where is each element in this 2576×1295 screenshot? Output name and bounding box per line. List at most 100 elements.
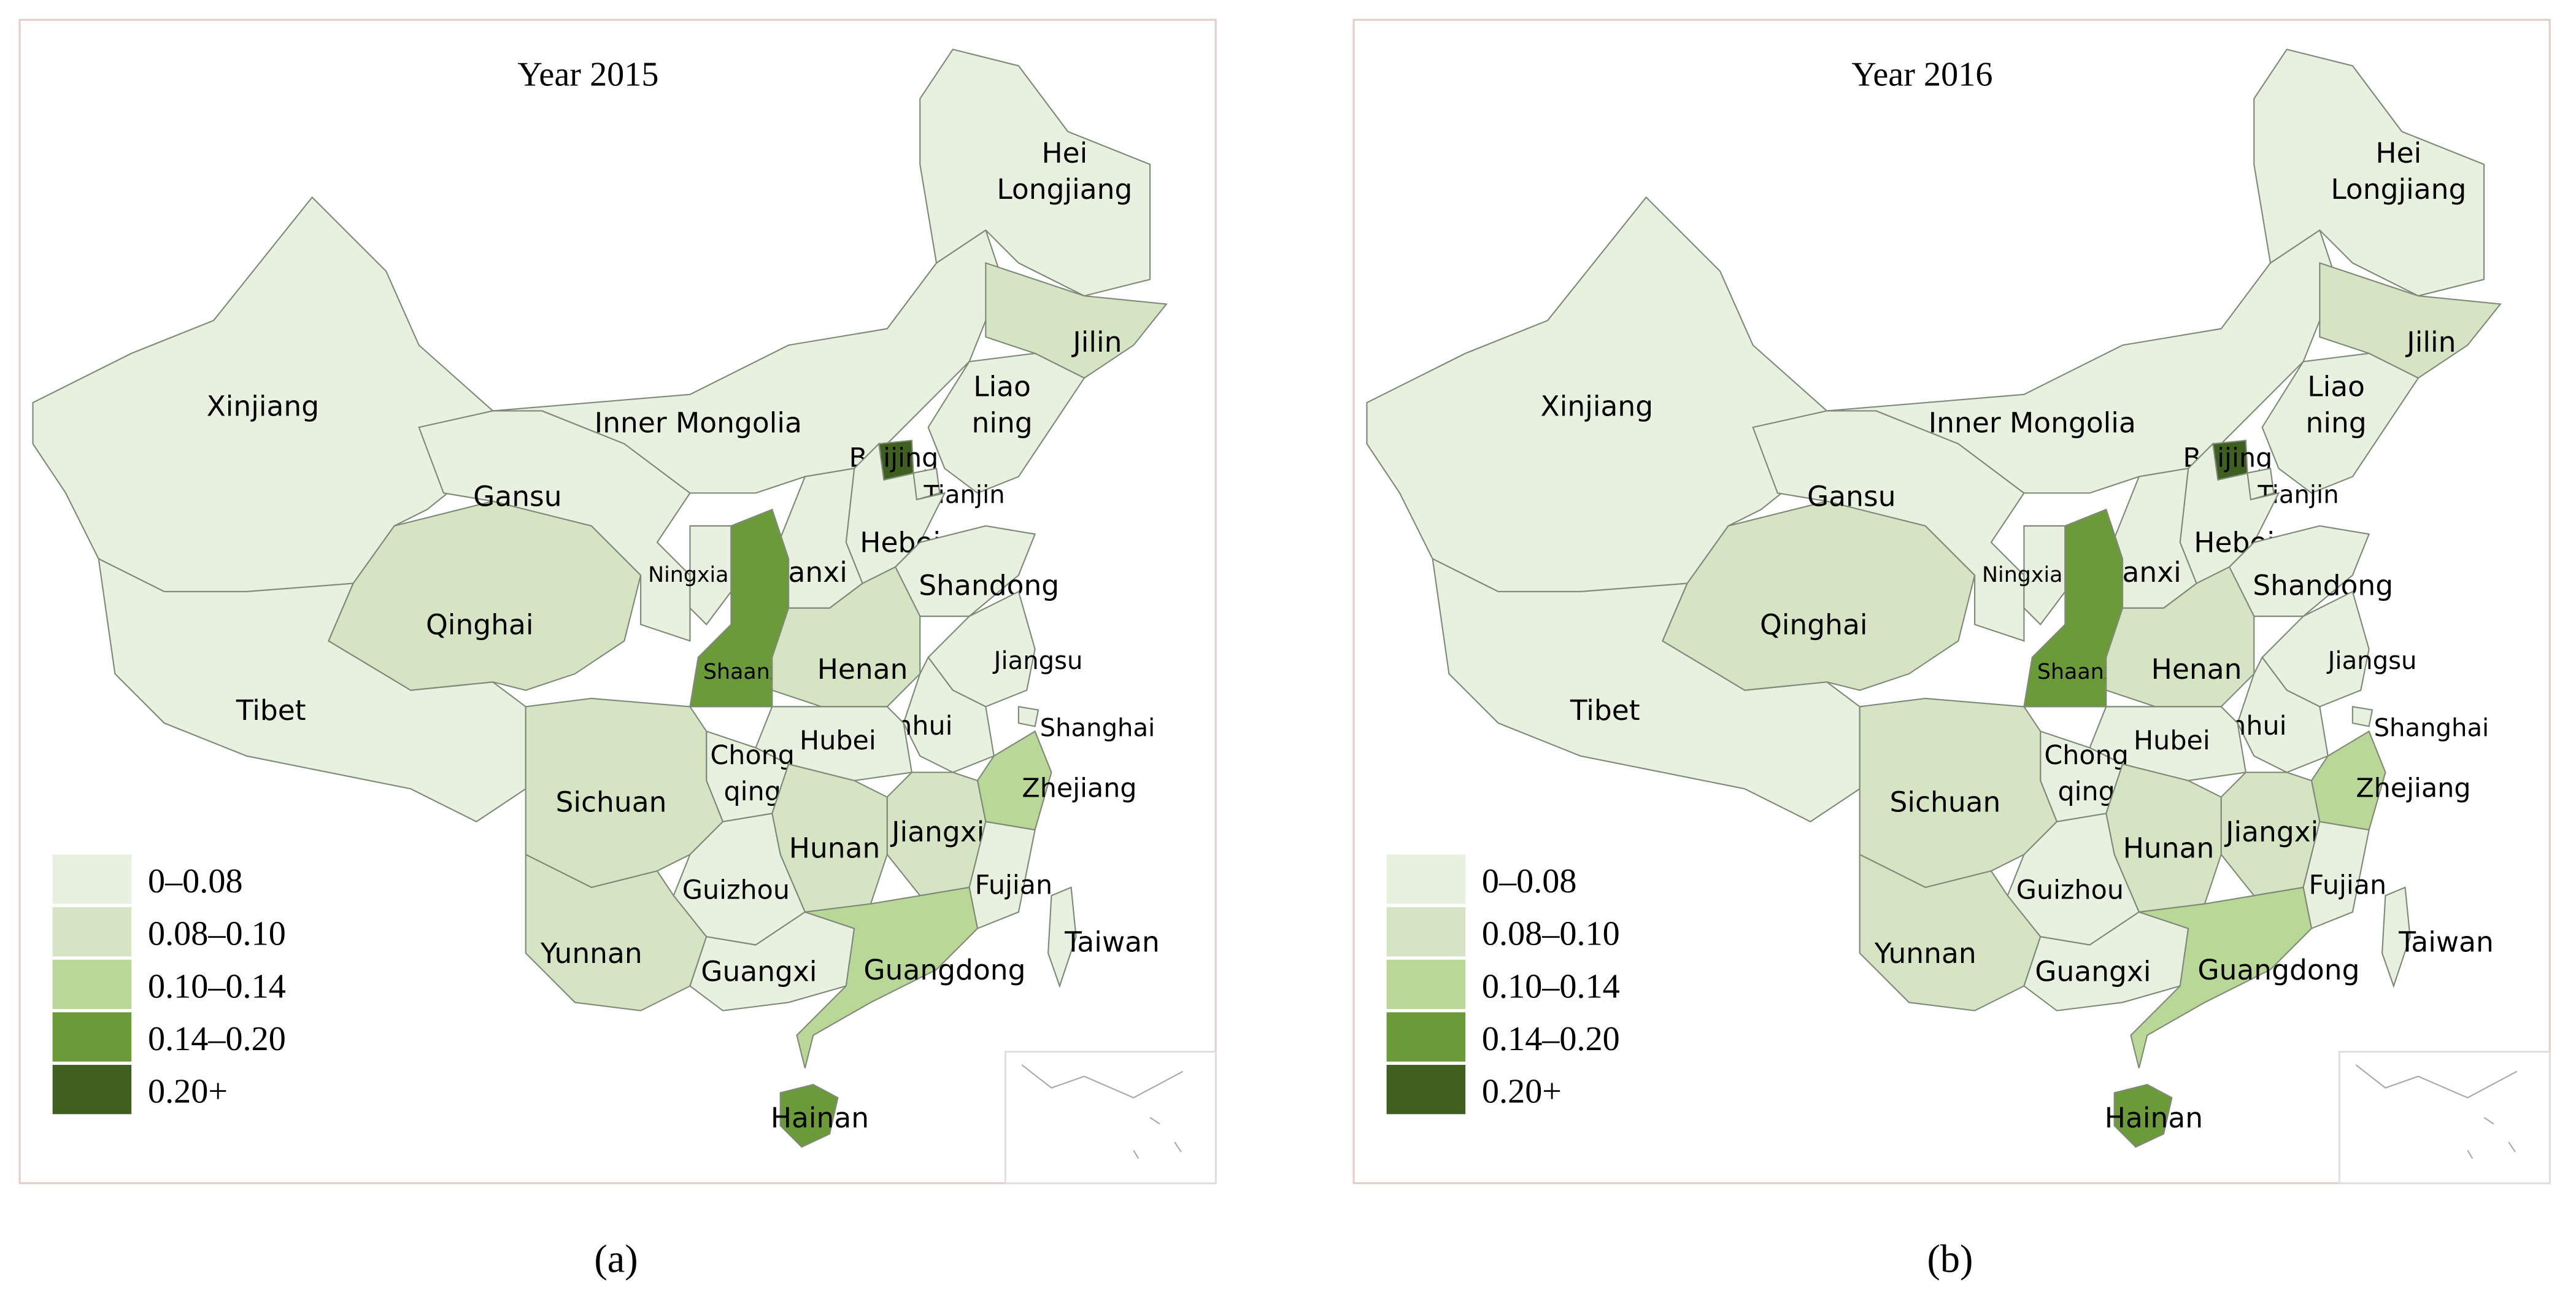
legend-swatch — [52, 1012, 132, 1062]
province-label: Henan — [817, 653, 908, 686]
province-label: Xinjiang — [207, 390, 320, 423]
province — [32, 196, 494, 593]
province — [2228, 525, 2370, 617]
province-label: qing — [2057, 776, 2115, 807]
province — [985, 262, 1168, 379]
province-label: ning — [2306, 406, 2367, 439]
province — [1047, 886, 1077, 988]
province-label: Ningxia — [648, 563, 728, 587]
province — [919, 48, 1151, 297]
legend-swatch — [1386, 854, 1466, 904]
province-label: Jiangxi — [890, 816, 984, 848]
province-label: Zhejiang — [1022, 773, 1136, 804]
legend-label: 0.08–0.10 — [1482, 915, 1620, 953]
inset-frame — [2339, 1051, 2551, 1185]
province-label: Shanghai — [1040, 714, 1155, 743]
province — [2113, 1084, 2173, 1148]
legend-label: 0–0.08 — [148, 862, 243, 900]
province-label: Hubei — [800, 725, 876, 756]
province-label: Shandong — [919, 569, 1059, 601]
province-label: Ningxia — [1982, 563, 2062, 587]
province-label: Gansu — [473, 481, 562, 513]
province-label: Jilin — [1071, 326, 1122, 358]
province-label: Taiwan — [2398, 926, 2494, 958]
province-label: Guizhou — [2016, 875, 2124, 906]
province — [2130, 886, 2313, 1069]
province-label: Fujian — [2309, 870, 2387, 901]
legend-label: 0.20+ — [148, 1073, 228, 1111]
legend-label: 0.14–0.20 — [1482, 1020, 1620, 1058]
province-label: Jiangsu — [992, 647, 1083, 675]
inset-sketch — [1021, 1064, 1184, 1159]
province — [2381, 886, 2411, 988]
province-label: Chong — [2044, 740, 2129, 771]
province-label: Chong — [710, 740, 795, 771]
panel-caption: (a) — [594, 1237, 638, 1280]
legend-label: 0.14–0.20 — [148, 1020, 286, 1058]
province-label: Inner Mongolia — [1929, 406, 2136, 439]
legend-swatch — [1386, 1065, 1466, 1115]
inset-frame — [1005, 1051, 1217, 1185]
province-label: Qinghai — [426, 609, 534, 641]
province-label: Guangxi — [701, 955, 817, 988]
province-label: Guangdong — [863, 954, 1025, 986]
legend-label: 0.10–0.14 — [1482, 967, 1620, 1005]
legend-swatch — [1386, 1012, 1466, 1062]
inset-sketch — [2355, 1064, 2518, 1159]
province-label: qing — [723, 776, 781, 807]
province — [2319, 262, 2502, 379]
province-label: Guangxi — [2035, 955, 2151, 988]
legend-swatch — [52, 1065, 132, 1115]
province-label: Longjiang — [997, 173, 1132, 206]
legend-swatch — [52, 907, 132, 957]
province — [1017, 706, 1039, 727]
province-label: Yunnan — [540, 937, 642, 970]
province-label: Hunan — [2123, 832, 2215, 865]
legend-label: 0–0.08 — [1482, 862, 1577, 900]
province-label: Jiangxi — [2224, 816, 2318, 848]
province — [2261, 352, 2420, 494]
province-label: Jiangsu — [2326, 647, 2417, 675]
province-label: Guangdong — [2197, 954, 2359, 986]
province — [2023, 525, 2066, 626]
province-label: Yunnan — [1874, 937, 1976, 970]
province-label: Fujian — [975, 870, 1053, 901]
province-label: Liao — [2307, 370, 2365, 403]
province — [894, 525, 1036, 617]
province — [1662, 500, 1976, 691]
legend-swatch — [1386, 907, 1466, 957]
province-label: Liao — [973, 370, 1031, 403]
legend-swatch — [52, 854, 132, 904]
province-label: Taiwan — [1064, 926, 1160, 958]
province-label: Hunan — [789, 832, 881, 865]
province-label: Jilin — [2405, 326, 2456, 358]
province-label: Shandong — [2253, 569, 2393, 601]
province-label: Hei — [2375, 137, 2421, 169]
province-label: Gansu — [1807, 481, 1896, 513]
province-label: Hainan — [2105, 1102, 2203, 1134]
province-label: Longjiang — [2331, 173, 2466, 206]
legend-swatch — [1386, 959, 1466, 1010]
province-label: Inner Mongolia — [595, 406, 802, 439]
province — [328, 500, 642, 691]
province — [493, 229, 1003, 494]
province — [2302, 821, 2370, 930]
province — [2351, 706, 2374, 727]
province-label: Henan — [2151, 653, 2242, 686]
province — [2253, 48, 2485, 297]
province-label: Xinjiang — [1541, 390, 1654, 423]
province-label: Shanghai — [2374, 714, 2489, 743]
province-label: Zhejiang — [2356, 773, 2470, 804]
province — [968, 821, 1036, 930]
province-label: Guizhou — [682, 875, 790, 906]
province — [1366, 196, 1828, 593]
province-label: Sichuan — [555, 786, 666, 819]
map-panel: Year 2015 Xinjiang Tibet Qinghai Gansu Inner … — [18, 18, 1217, 1280]
panel-caption: (b) — [1927, 1237, 1973, 1280]
legend-label: 0.10–0.14 — [148, 967, 286, 1005]
legend-label: 0.08–0.10 — [148, 915, 286, 953]
panel-title: Year 2015 — [517, 55, 658, 93]
province — [689, 525, 732, 626]
province — [927, 352, 1086, 494]
